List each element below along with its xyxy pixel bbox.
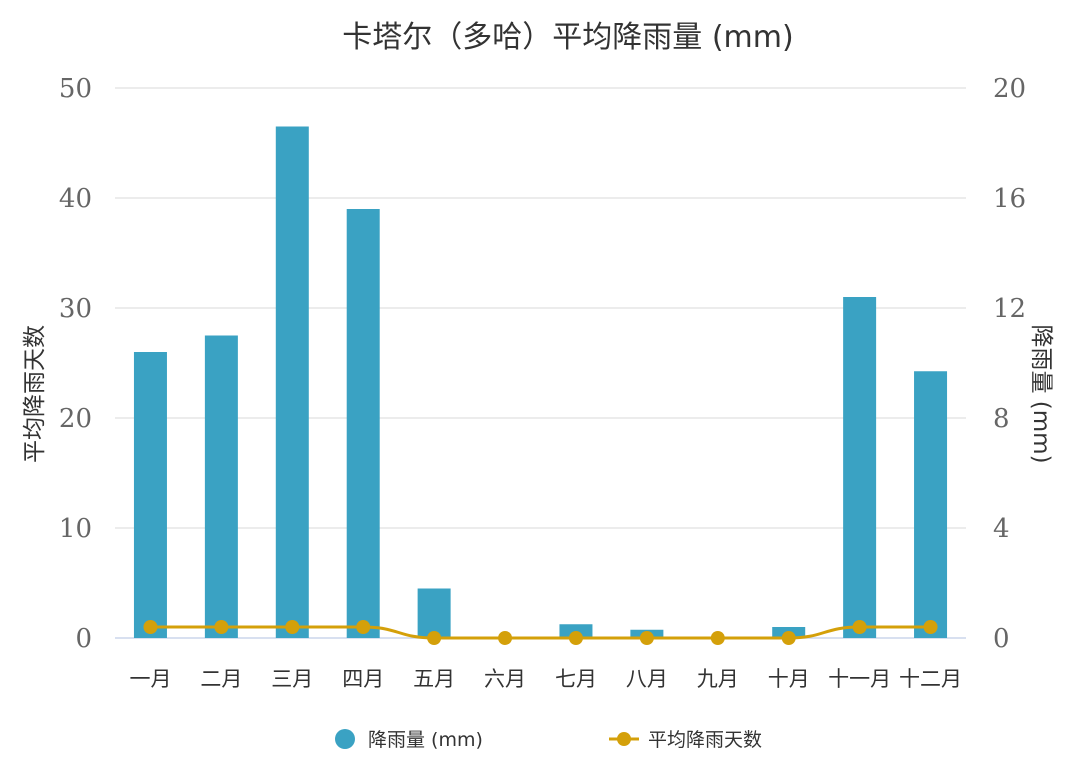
raindays-point-3[interactable] [285, 620, 300, 634]
x-tick-label: 十月 [768, 667, 810, 691]
left-tick-label: 30 [59, 294, 92, 324]
bar-series [133, 126, 948, 639]
raindays-point-7[interactable] [568, 631, 583, 645]
x-tick-label: 二月 [200, 667, 242, 691]
raindays-point-12[interactable] [923, 620, 938, 634]
raindays-point-4[interactable] [356, 620, 371, 634]
bar-2[interactable] [204, 335, 238, 639]
legend-bar-marker [335, 729, 355, 749]
x-tick-label: 六月 [484, 667, 526, 691]
right-tick-label: 16 [993, 184, 1026, 214]
x-tick-label: 九月 [697, 667, 739, 691]
raindays-line [150, 625, 931, 640]
bar-5[interactable] [417, 588, 451, 639]
right-axis-title: 降雨量 (mm) [1028, 324, 1054, 463]
bar-3[interactable] [275, 126, 309, 639]
raindays-point-6[interactable] [498, 631, 513, 645]
chart-title: 卡塔尔（多哈）平均降雨量 (mm) [342, 20, 793, 55]
right-axis-ticks: 0 4 8 12 16 20 [993, 74, 1026, 654]
right-tick-label: 0 [993, 624, 1010, 654]
raindays-point-10[interactable] [781, 631, 796, 645]
x-tick-label: 五月 [413, 667, 455, 691]
raindays-point-5[interactable] [427, 631, 442, 645]
raindays-point-8[interactable] [639, 631, 654, 645]
raindays-point-11[interactable] [852, 620, 867, 634]
bar-12[interactable] [914, 371, 948, 638]
x-tick-label: 四月 [342, 667, 384, 691]
legend-item-rainfall[interactable]: 降雨量 (mm) [335, 729, 483, 751]
raindays-point-9[interactable] [710, 631, 725, 645]
right-tick-label: 8 [993, 404, 1010, 434]
right-tick-label: 12 [993, 294, 1026, 324]
left-tick-label: 20 [59, 404, 92, 434]
grid-lines [115, 87, 966, 639]
x-tick-label: 十一月 [828, 667, 891, 691]
legend: 降雨量 (mm) 平均降雨天数 [335, 729, 762, 751]
bar-1[interactable] [133, 352, 167, 638]
x-tick-label: 七月 [555, 667, 597, 691]
left-tick-label: 40 [59, 184, 92, 214]
left-tick-label: 10 [59, 514, 92, 544]
bar-4[interactable] [346, 209, 380, 638]
left-tick-label: 0 [75, 624, 92, 654]
legend-line-dot [617, 732, 631, 746]
x-tick-label: 三月 [271, 667, 313, 691]
legend-item-raindays[interactable]: 平均降雨天数 [609, 729, 762, 751]
legend-label-raindays: 平均降雨天数 [648, 729, 762, 751]
legend-label-rainfall: 降雨量 (mm) [368, 729, 483, 751]
bar-11[interactable] [843, 297, 877, 638]
x-tick-label: 一月 [129, 667, 171, 691]
x-axis-ticks: 一月 二月 三月 四月 五月 六月 七月 八月 九月 十月 十一月 十二月 [129, 667, 962, 691]
left-axis-ticks: 0 10 20 30 40 50 [59, 74, 92, 654]
right-tick-label: 4 [993, 514, 1010, 544]
x-tick-label: 十二月 [899, 667, 962, 691]
right-tick-label: 20 [993, 74, 1026, 104]
left-axis-title: 平均降雨天数 [22, 325, 48, 463]
raindays-point-1[interactable] [143, 620, 158, 634]
raindays-point-2[interactable] [214, 620, 229, 634]
left-tick-label: 50 [59, 74, 92, 104]
line-series [143, 620, 938, 645]
x-tick-label: 八月 [626, 667, 668, 691]
